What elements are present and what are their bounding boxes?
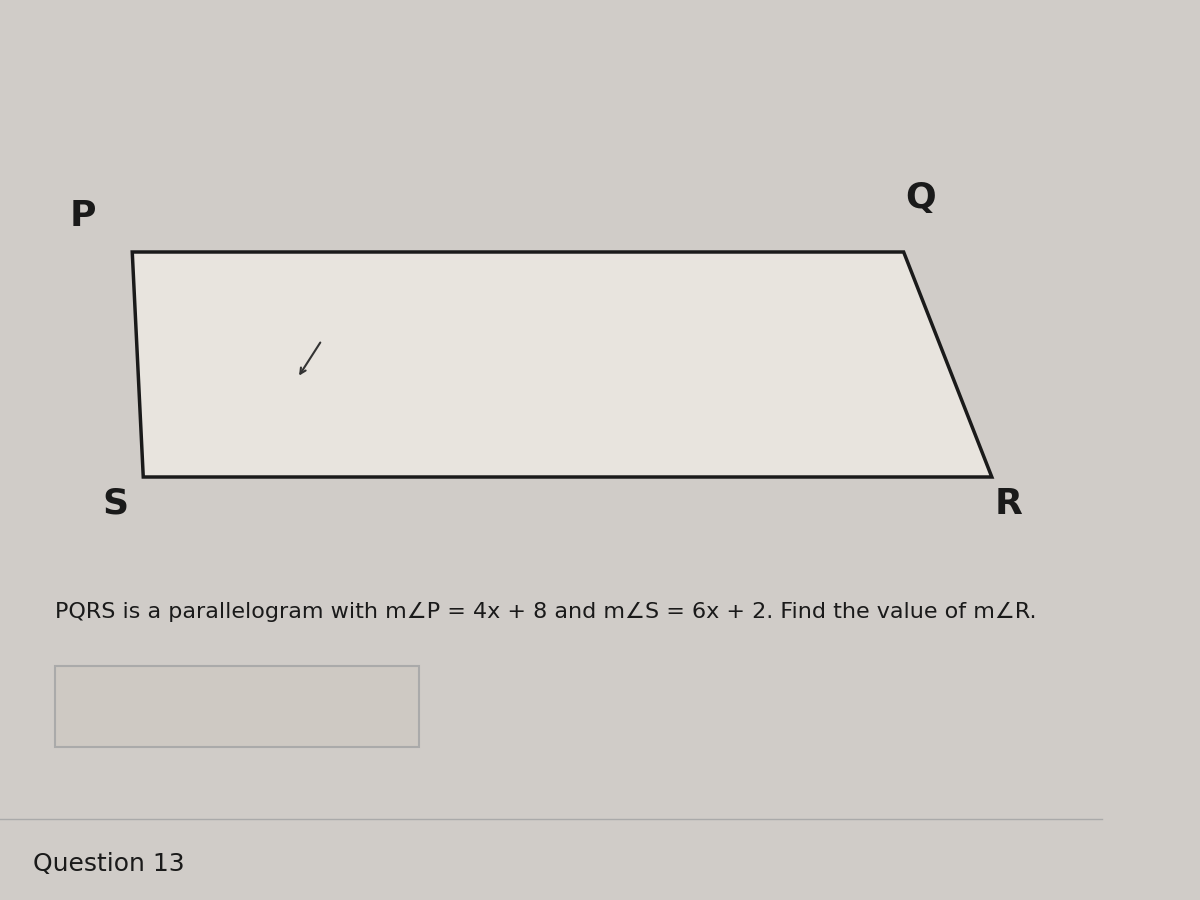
Polygon shape xyxy=(132,252,992,477)
Text: Question 13: Question 13 xyxy=(34,852,185,876)
Text: PQRS is a parallelogram with m∠P = 4x + 8 and m∠S = 6x + 2. Find the value of m∠: PQRS is a parallelogram with m∠P = 4x + … xyxy=(55,602,1037,622)
Text: R: R xyxy=(995,487,1022,521)
Text: Q: Q xyxy=(905,181,936,215)
Text: S: S xyxy=(103,487,128,521)
FancyBboxPatch shape xyxy=(55,666,419,747)
Text: P: P xyxy=(70,199,96,233)
